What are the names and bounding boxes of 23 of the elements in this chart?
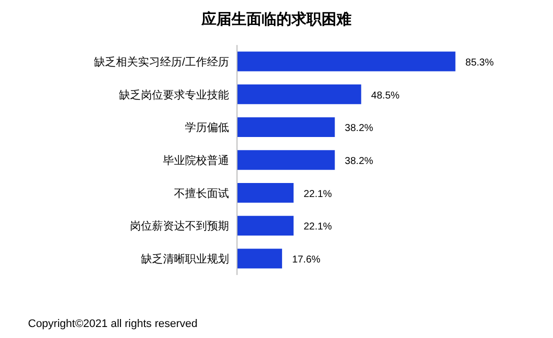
bar	[237, 84, 362, 104]
bar	[237, 117, 335, 137]
y-tick-label: 缺乏岗位要求专业技能	[119, 88, 229, 102]
y-tick-label: 岗位薪资达不到预期	[130, 220, 229, 233]
y-tick-label: 学历偏低	[185, 122, 229, 134]
bar	[237, 216, 294, 236]
bar	[237, 150, 335, 170]
data-label: 22.1%	[304, 222, 332, 233]
bar	[237, 183, 294, 203]
bar	[237, 52, 456, 72]
data-label: 85.3%	[465, 57, 494, 68]
y-tick-label: 不擅长面试	[174, 186, 229, 200]
data-label: 22.1%	[304, 188, 332, 200]
y-tick-label: 缺乏相关实习经历/工作经历	[94, 55, 229, 68]
bar	[237, 248, 282, 268]
data-label: 38.2%	[344, 123, 374, 134]
y-tick-label: 缺乏清晰职业规划	[141, 252, 229, 266]
text: Copyright©2021 all rights reserved	[28, 318, 198, 330]
data-label: 17.6%	[292, 254, 321, 266]
data-label: 38.2%	[344, 156, 374, 167]
data-label: 48.5%	[371, 90, 400, 102]
y-tick-label: 毕业院校普通	[163, 154, 229, 167]
chart-title: 应届生面临的求职困难	[200, 10, 352, 28]
